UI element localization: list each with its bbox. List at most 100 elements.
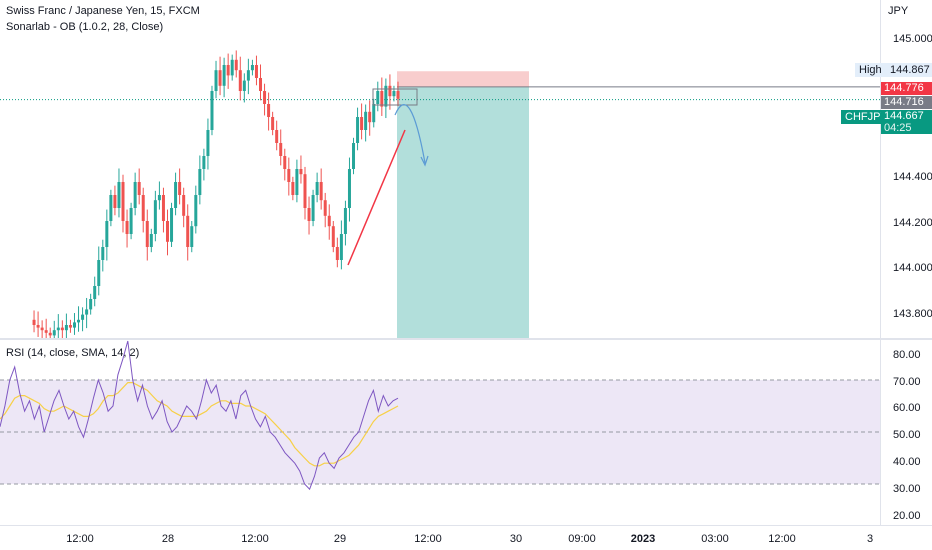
candle-down xyxy=(141,195,145,221)
candle-up xyxy=(109,195,113,221)
candle-down xyxy=(335,247,339,260)
projection-arrowhead xyxy=(420,155,429,167)
last-price: 144.667 xyxy=(884,110,924,122)
rsi-tick: 30.00 xyxy=(893,483,921,495)
candle-down xyxy=(275,130,279,143)
candle-up xyxy=(149,234,153,247)
candle-up xyxy=(343,208,347,234)
candle-down xyxy=(186,215,190,247)
rsi-tick: 60.00 xyxy=(893,402,921,414)
candle-down xyxy=(380,91,384,107)
time-tick: 03:00 xyxy=(701,533,729,545)
candle-down xyxy=(68,325,72,328)
candle-up xyxy=(295,169,299,195)
candle-up xyxy=(376,91,380,104)
rsi-line xyxy=(0,340,399,491)
stop-loss-zone xyxy=(397,71,529,87)
rsi-pane[interactable]: RSI (14, close, SMA, 14, 2) xyxy=(0,340,880,525)
candle-up xyxy=(364,111,368,130)
time-tick: 12:00 xyxy=(66,533,94,545)
pane-separator[interactable] xyxy=(0,338,932,340)
candle-up xyxy=(117,182,121,208)
candle-down xyxy=(145,221,149,247)
candle-up xyxy=(202,156,206,169)
candle-up xyxy=(129,208,133,234)
price-chart-svg[interactable] xyxy=(0,0,880,338)
take-profit-zone xyxy=(397,86,529,338)
candle-down xyxy=(279,143,283,156)
candle-up xyxy=(372,104,376,123)
candle-down xyxy=(32,319,36,325)
high-value: 144.867 xyxy=(890,64,930,76)
candle-down xyxy=(182,195,186,216)
time-axis-border xyxy=(0,525,932,526)
candle-up xyxy=(198,169,202,195)
rsi-tick: 50.00 xyxy=(893,429,921,441)
candle-up xyxy=(77,319,81,323)
time-tick: 12:00 xyxy=(414,533,442,545)
candle-down xyxy=(254,65,258,78)
candle-down xyxy=(165,221,169,242)
rsi-axis[interactable]: 80.00 70.00 60.00 50.00 40.00 30.00 20.0… xyxy=(880,340,932,525)
rsi-chart-svg[interactable] xyxy=(0,340,880,525)
candle-up xyxy=(157,195,161,201)
candle-down xyxy=(388,85,392,97)
candle-down xyxy=(36,325,40,328)
candle-up xyxy=(356,117,360,143)
candle-up xyxy=(352,143,356,169)
candle-down xyxy=(331,226,335,247)
candle-down xyxy=(44,330,48,333)
candle-down xyxy=(40,327,44,331)
candle-up xyxy=(250,65,254,71)
candle-up xyxy=(210,91,214,130)
candle-up xyxy=(97,260,101,286)
candle-down xyxy=(360,117,364,130)
candle-down xyxy=(161,195,165,221)
candle-down xyxy=(291,182,295,195)
candle-down xyxy=(234,59,238,71)
indicator-legend[interactable]: Sonarlab - OB (1.0.2, 28, Close) xyxy=(6,21,164,33)
chart-title: Swiss Franc / Japanese Yen, 15, FXCM xyxy=(6,5,200,17)
candle-up xyxy=(153,200,157,234)
time-tick: 29 xyxy=(333,533,347,545)
rsi-tick: 20.00 xyxy=(893,510,921,522)
candle-down xyxy=(263,91,267,104)
entry-price-badge: 144.716 xyxy=(881,96,932,109)
candle-down xyxy=(121,182,125,221)
price-tick: 144.400 xyxy=(893,171,932,183)
candle-up xyxy=(242,80,246,91)
price-tick: 144.000 xyxy=(893,262,932,274)
candle-down xyxy=(307,208,311,221)
candle-up xyxy=(52,330,56,336)
candle-down xyxy=(137,182,141,195)
candle-down xyxy=(299,169,303,175)
time-tick: 3 xyxy=(866,533,874,545)
candle-up xyxy=(174,182,178,208)
time-tick: 28 xyxy=(161,533,175,545)
candle-down xyxy=(178,182,182,195)
rsi-tick: 70.00 xyxy=(893,376,921,388)
candle-down xyxy=(125,221,129,234)
candle-up xyxy=(339,234,343,260)
candle-up xyxy=(230,59,234,76)
symbol-badge: CHFJPY xyxy=(841,110,888,124)
candle-up xyxy=(101,247,105,260)
currency-label: JPY xyxy=(888,5,909,17)
price-chart-pane[interactable]: Swiss Franc / Japanese Yen, 15, FXCM Son… xyxy=(0,0,880,338)
candle-down xyxy=(238,70,242,91)
price-tick: 145.000 xyxy=(893,33,932,45)
projection-arrow xyxy=(394,104,426,164)
rsi-tick: 40.00 xyxy=(893,456,921,468)
candle-down xyxy=(303,174,307,208)
candle-down xyxy=(60,327,64,331)
candle-down xyxy=(48,332,52,336)
time-axis[interactable]: 12:00 28 12:00 29 12:00 30 09:00 2023 03… xyxy=(0,525,932,550)
candle-down xyxy=(396,91,400,99)
candle-up xyxy=(311,195,315,221)
price-tick: 144.200 xyxy=(893,217,932,229)
candle-down xyxy=(259,78,263,91)
rsi-legend[interactable]: RSI (14, close, SMA, 14, 2) xyxy=(6,347,140,359)
price-axis[interactable]: JPY 145.000 144.400 144.200 144.000 143.… xyxy=(880,0,932,338)
time-tick: 30 xyxy=(509,533,523,545)
candle-down xyxy=(287,169,291,182)
